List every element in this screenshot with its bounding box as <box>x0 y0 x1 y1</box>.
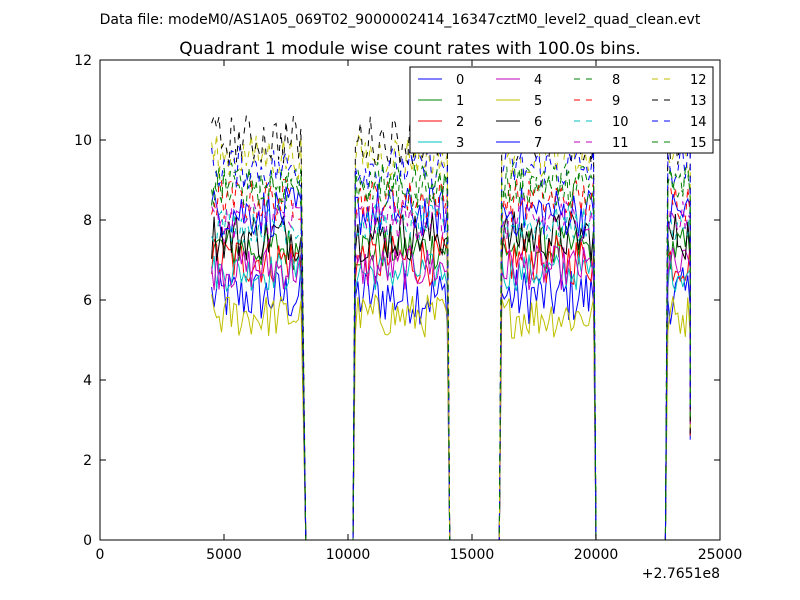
y-tick-label: 8 <box>83 213 92 229</box>
series-line-3 <box>211 252 691 541</box>
legend-label-12: 12 <box>690 73 707 88</box>
legend-label-15: 15 <box>690 136 707 151</box>
x-tick-label: 5000 <box>206 547 242 563</box>
x-tick-label: 0 <box>96 547 105 563</box>
series-line-9 <box>211 178 691 541</box>
legend-label-3: 3 <box>456 136 464 151</box>
x-tick-label: 25000 <box>698 547 743 563</box>
legend-box <box>409 66 714 154</box>
x-tick-label: 20000 <box>574 547 619 563</box>
legend-label-9: 9 <box>612 94 620 109</box>
legend-label-11: 11 <box>612 136 629 151</box>
series-line-2 <box>211 234 691 541</box>
y-tick-label: 4 <box>83 373 92 389</box>
x-tick-label: 10000 <box>326 547 371 563</box>
legend-label-7: 7 <box>534 136 542 151</box>
legend-label-5: 5 <box>534 94 542 109</box>
series-line-10 <box>211 203 691 541</box>
series-line-8 <box>211 166 691 541</box>
series-line-15 <box>211 159 691 541</box>
legend-label-0: 0 <box>456 73 464 88</box>
legend-label-6: 6 <box>534 115 542 130</box>
y-tick-label: 12 <box>74 53 92 69</box>
series-line-1 <box>211 225 691 541</box>
legend-label-1: 1 <box>456 94 464 109</box>
figure-suptitle: Data file: modeM0/AS1A05_069T02_90000024… <box>100 12 701 28</box>
legend-label-10: 10 <box>612 115 629 130</box>
legend-label-14: 14 <box>690 115 707 130</box>
y-tick-label: 10 <box>74 133 92 149</box>
y-tick-label: 2 <box>83 453 92 469</box>
series-line-11 <box>211 196 691 541</box>
series-line-14 <box>211 146 691 541</box>
series-line-0 <box>211 267 691 541</box>
chart-title: Quadrant 1 module wise count rates with … <box>179 39 640 59</box>
x-offset-label: +2.7651e8 <box>642 566 720 582</box>
legend-label-4: 4 <box>534 73 542 88</box>
legend-label-8: 8 <box>612 73 620 88</box>
series-line-4 <box>211 244 691 541</box>
series-line-6 <box>211 211 691 541</box>
series-layer <box>211 114 691 541</box>
series-line-7 <box>211 186 691 541</box>
legend-label-2: 2 <box>456 115 464 130</box>
y-tick-label: 6 <box>83 293 92 309</box>
series-line-5 <box>211 293 691 541</box>
y-tick-label: 0 <box>83 533 92 549</box>
x-tick-label: 15000 <box>450 547 495 563</box>
legend-label-13: 13 <box>690 94 707 109</box>
